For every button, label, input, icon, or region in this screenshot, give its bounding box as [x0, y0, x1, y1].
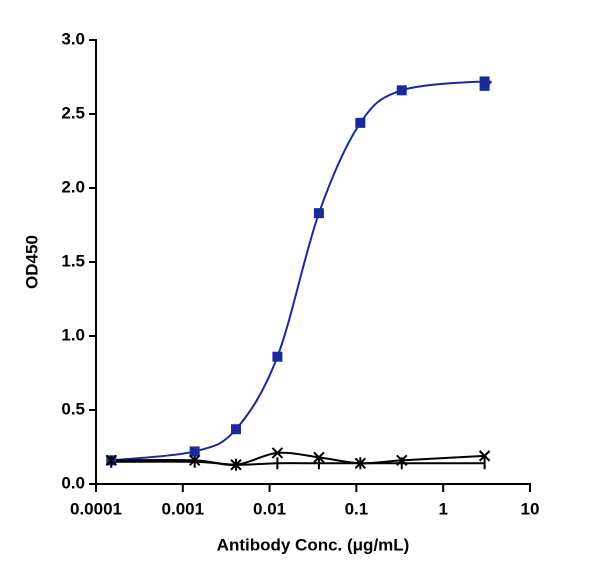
- data-point: [189, 446, 200, 457]
- data-point: [272, 351, 283, 362]
- y-tick-label: 0.5: [61, 399, 85, 418]
- fit-curve: [111, 80, 492, 462]
- y-tick-label: 3.0: [61, 29, 85, 48]
- data-point: [479, 80, 490, 91]
- x-tick-label: 0.1: [345, 499, 369, 518]
- y-tick-label: 0.0: [61, 473, 85, 492]
- x-tick-label: 0.0001: [70, 499, 122, 518]
- data-point: [396, 85, 407, 96]
- fit-curve: [111, 460, 485, 466]
- y-tick-label: 1.5: [61, 251, 85, 270]
- y-tick-label: 2.0: [61, 177, 85, 196]
- data-point: [478, 450, 491, 462]
- data-point: [355, 117, 366, 128]
- y-tick-label: 2.5: [61, 103, 85, 122]
- x-axis-title: Antibody Conc. (μg/mL): [217, 535, 410, 554]
- x-tick-label: 10: [521, 499, 540, 518]
- y-tick-label: 1.0: [61, 325, 85, 344]
- x-tick-label: 0.01: [253, 499, 286, 518]
- y-axis-title: OD450: [22, 235, 41, 289]
- data-point: [313, 208, 324, 219]
- data-point: [271, 447, 284, 459]
- x-tick-label: 0.001: [162, 499, 205, 518]
- data-point: [230, 424, 241, 435]
- x-tick-label: 1: [438, 499, 447, 518]
